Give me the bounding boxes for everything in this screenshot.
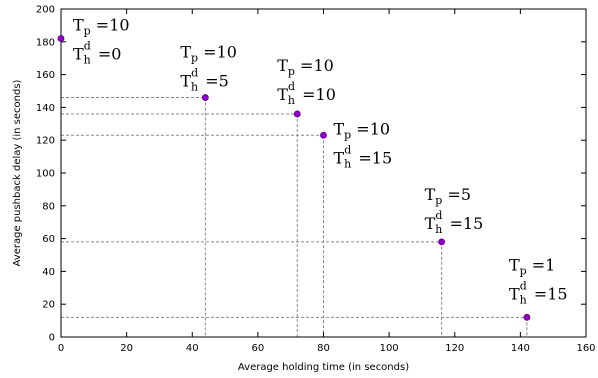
- y-tick-label: 20: [42, 300, 55, 311]
- x-tick-label: 120: [445, 343, 464, 354]
- x-tick-label: 40: [186, 343, 199, 354]
- data-point: [438, 238, 446, 246]
- annotation-thd: Thd =0: [73, 40, 121, 67]
- y-tick-label: 140: [36, 103, 55, 114]
- annotation-thd: Thd =15: [425, 209, 484, 236]
- y-tick-label: 200: [36, 5, 55, 16]
- data-point: [320, 131, 327, 139]
- drop-lines: [61, 97, 528, 337]
- annotation-tp: Tp =10: [73, 16, 130, 38]
- x-axis: 0 20 40 60 80 100 120 140 160: [58, 9, 596, 354]
- y-tick-label: 0: [49, 333, 55, 344]
- y-tick-label: 180: [36, 37, 55, 48]
- x-axis-title: Average holding time (in seconds): [238, 362, 409, 373]
- data-points: [57, 35, 531, 321]
- y-tick-label: 100: [36, 169, 55, 180]
- y-tick-label: 120: [36, 136, 55, 147]
- data-point: [57, 35, 65, 42]
- annotation-tp: Tp =10: [277, 56, 334, 78]
- x-tick-label: 0: [58, 343, 64, 354]
- annotation-thd: Thd =5: [180, 67, 228, 94]
- data-point: [201, 94, 209, 101]
- y-tick-label: 80: [42, 201, 55, 212]
- y-axis: 0 20 40 60 80 100 120 140 160 180 200: [36, 5, 586, 344]
- annotation-thd: Thd =15: [334, 143, 393, 170]
- y-axis-title: Average pushback delay (in seconds): [12, 79, 23, 266]
- x-tick-label: 160: [576, 343, 595, 354]
- x-tick-label: 20: [120, 343, 133, 354]
- annotation-tp: Tp =10: [334, 119, 391, 141]
- annotation-tp: Tp =1: [509, 255, 555, 277]
- annotation-tp: Tp =5: [425, 185, 471, 207]
- x-tick-label: 80: [317, 343, 330, 354]
- x-tick-label: 60: [252, 343, 265, 354]
- y-tick-label: 40: [42, 267, 55, 278]
- x-tick-label: 100: [380, 343, 399, 354]
- y-tick-label: 160: [36, 70, 55, 81]
- annotation-thd: Thd =10: [277, 80, 336, 107]
- annotation-tp: Tp =10: [180, 43, 237, 65]
- data-point: [523, 313, 531, 321]
- annotation-thd: Thd =15: [509, 279, 568, 306]
- x-tick-label: 140: [511, 343, 530, 354]
- data-point: [293, 110, 301, 118]
- y-tick-label: 60: [42, 234, 55, 245]
